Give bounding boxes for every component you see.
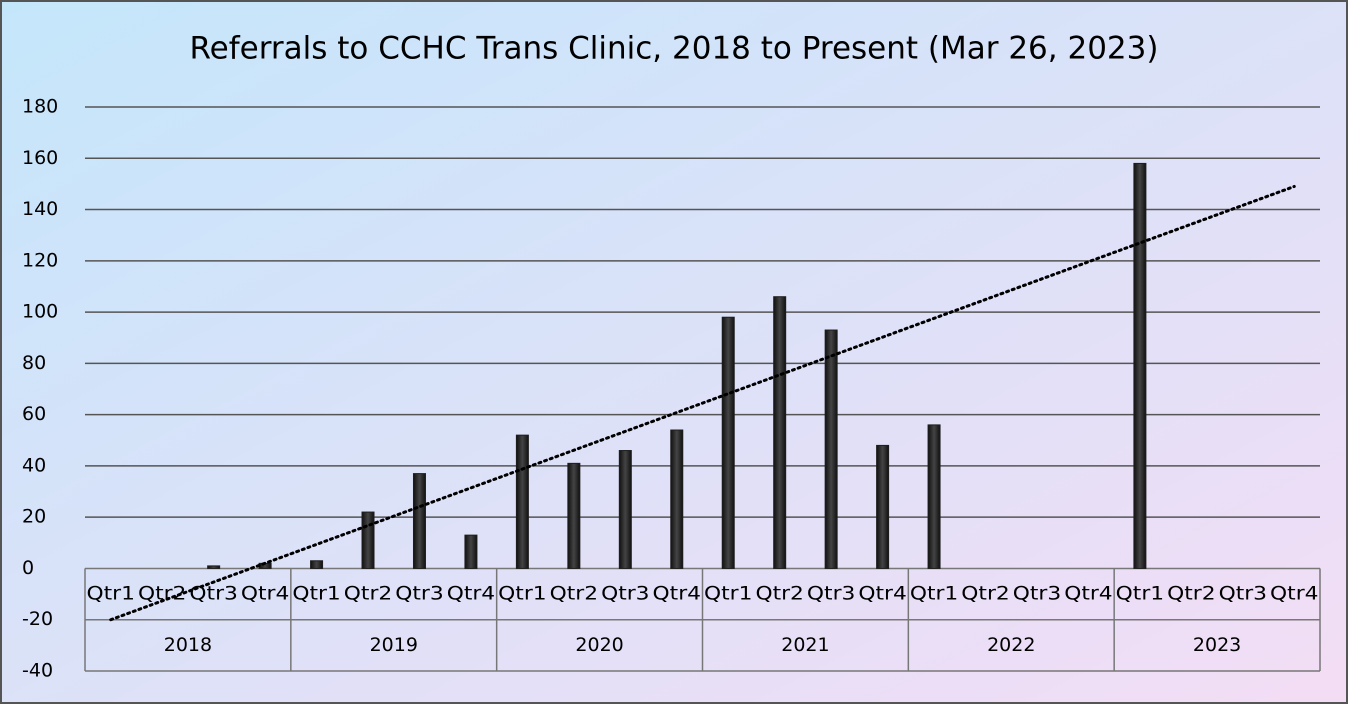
y-tick-label: 140: [22, 198, 58, 220]
bar: [618, 450, 632, 569]
x-tick-label: Qtr2: [755, 583, 803, 605]
trendline: [109, 184, 1296, 622]
y-tick-label: 60: [22, 403, 46, 425]
y-tick-label: 40: [22, 454, 46, 476]
x-tick-label: Qtr1: [704, 583, 752, 605]
x-tick-label: Qtr1: [910, 583, 958, 605]
y-tick-label: -40: [22, 660, 53, 682]
x-tick-label: Qtr4: [241, 583, 289, 605]
group-label: 2018: [164, 634, 212, 656]
bar: [876, 444, 890, 569]
bar: [310, 560, 324, 569]
y-tick-label: 80: [22, 352, 46, 374]
x-tick-label: Qtr2: [961, 583, 1009, 605]
x-tick-label: Qtr4: [858, 583, 906, 605]
bar: [464, 534, 478, 569]
x-tick-label: Qtr1: [1116, 583, 1164, 605]
bar: [927, 424, 941, 569]
y-tick-label: 120: [22, 249, 58, 271]
x-tick-label: Qtr3: [1219, 583, 1267, 605]
bar: [207, 565, 221, 569]
x-tick-label: Qtr2: [1167, 583, 1215, 605]
x-tick-label: Qtr1: [292, 583, 340, 605]
x-tick-label: Qtr3: [395, 583, 443, 605]
y-tick-label: 180: [22, 96, 58, 118]
bar: [567, 462, 581, 569]
bar: [773, 296, 787, 569]
y-tick-label: 0: [22, 557, 34, 579]
x-tick-label: Qtr3: [807, 583, 855, 605]
group-label: 2023: [1193, 634, 1241, 656]
bar: [721, 316, 735, 569]
x-tick-label: Qtr4: [447, 583, 495, 605]
group-label: 2019: [370, 634, 418, 656]
group-label: 2021: [781, 634, 829, 656]
y-tick-label: 100: [22, 301, 58, 323]
y-tick-label: -20: [22, 608, 53, 630]
bar: [670, 429, 684, 569]
group-label: 2020: [575, 634, 623, 656]
y-tick-label: 20: [22, 506, 46, 528]
bar: [515, 434, 529, 569]
bar: [824, 329, 838, 569]
x-tick-label: Qtr2: [344, 583, 392, 605]
bar: [361, 511, 375, 569]
x-tick-label: Qtr1: [498, 583, 546, 605]
x-tick-label: Qtr4: [1270, 583, 1318, 605]
bar: [1133, 162, 1147, 569]
group-label: 2022: [987, 634, 1035, 656]
bar: [412, 473, 426, 569]
x-tick-label: Qtr3: [601, 583, 649, 605]
y-tick-label: 160: [22, 147, 58, 169]
x-tick-label: Qtr2: [550, 583, 598, 605]
x-tick-label: Qtr2: [138, 583, 186, 605]
x-tick-label: Qtr1: [87, 583, 135, 605]
x-tick-label: Qtr3: [189, 583, 237, 605]
chart-title: Referrals to CCHC Trans Clinic, 2018 to …: [190, 31, 1159, 67]
x-tick-label: Qtr4: [653, 583, 701, 605]
x-tick-label: Qtr4: [1064, 583, 1112, 605]
x-tick-label: Qtr3: [1013, 583, 1061, 605]
